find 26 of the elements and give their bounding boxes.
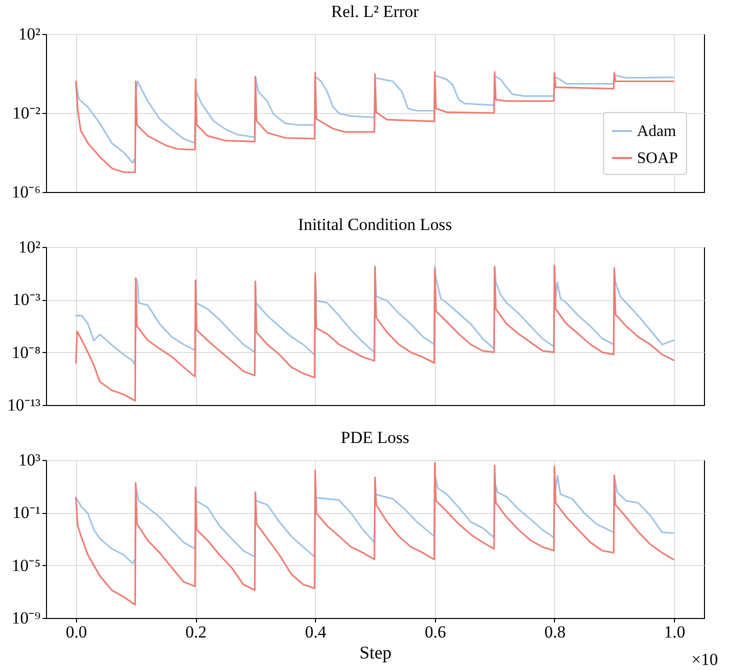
- x-tick-label: 0.6: [424, 622, 446, 642]
- y-tick-label: 10⁻³: [12, 290, 40, 310]
- x-tick-label: 1.0: [664, 622, 686, 642]
- y-tick-label: 10⁻⁹: [12, 608, 41, 628]
- y-tick-label: 10⁻¹: [12, 503, 40, 522]
- x-tick-label: 0.0: [66, 622, 88, 642]
- line-series: [75, 264, 674, 402]
- chart-title: Initital Condition Loss: [298, 215, 452, 234]
- y-tick-label: 10⁻²: [12, 104, 40, 122]
- x-tick-label: 0.4: [305, 622, 327, 642]
- y-tick-label: 10⁻¹³: [7, 396, 40, 414]
- y-tick-label: 10⁻⁶: [12, 182, 41, 202]
- y-tick-label: 10³: [18, 450, 40, 470]
- x-axis-title: Step: [359, 642, 392, 662]
- chart-title: PDE Loss: [340, 428, 410, 447]
- legend-label: SOAP: [637, 150, 678, 167]
- y-tick-label: 10⁻⁵: [12, 556, 41, 575]
- y-tick-label: 10⁻⁸: [12, 342, 41, 362]
- line-series: [75, 462, 674, 606]
- y-tick-label: 10²: [18, 24, 40, 44]
- x-tick-label: 0.8: [544, 622, 566, 642]
- x-tick-label: 0.2: [185, 622, 207, 642]
- y-tick-label: 10²: [18, 238, 40, 256]
- text: ×10: [691, 650, 718, 669]
- chart-title: Rel. L² Error: [331, 2, 420, 21]
- legend-label: Adam: [637, 123, 677, 140]
